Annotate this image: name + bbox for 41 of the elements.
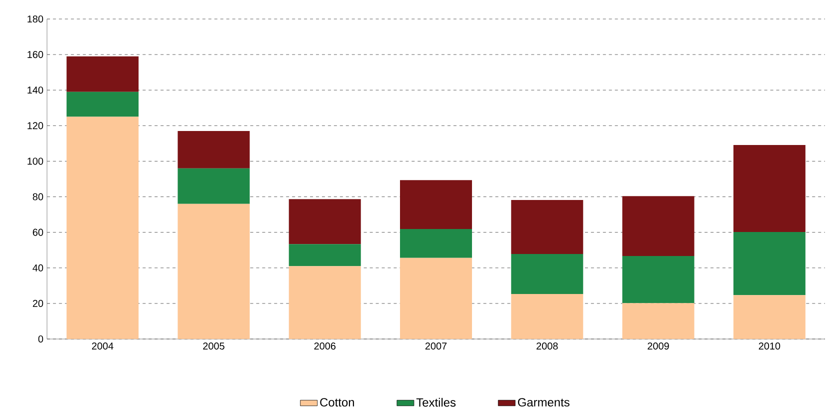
y-tick-label: 0 — [38, 335, 44, 343]
bar — [511, 254, 584, 294]
bar — [733, 232, 806, 296]
bar — [66, 56, 139, 92]
bar — [622, 196, 694, 256]
bar — [288, 244, 361, 266]
y-tick-label: 20 — [32, 300, 44, 307]
bar — [733, 145, 806, 232]
y-tick-label: 40 — [32, 264, 44, 272]
x-tick-label: 2007 — [425, 342, 447, 350]
y-tick-label: 120 — [28, 122, 44, 130]
bar — [288, 266, 361, 339]
x-tick-label: 2006 — [314, 342, 336, 350]
bar — [400, 180, 472, 229]
legend-label: Garments — [518, 398, 570, 407]
bar — [400, 228, 472, 258]
y-tick-label: 60 — [32, 228, 44, 236]
bar — [178, 204, 250, 339]
bar — [66, 92, 139, 117]
bar — [400, 258, 472, 339]
bar — [511, 200, 584, 254]
bar — [733, 295, 806, 339]
bar — [622, 303, 694, 339]
y-tick-label: 180 — [28, 15, 44, 23]
y-tick-label: 140 — [28, 86, 44, 94]
x-tick-label: 2010 — [758, 342, 780, 350]
y-tick-label: 80 — [32, 193, 44, 200]
y-tick-label: 100 — [28, 158, 44, 165]
bar — [511, 294, 584, 339]
bar — [66, 116, 139, 339]
bar — [178, 168, 250, 204]
bar — [178, 130, 250, 168]
x-tick-label: 2008 — [536, 342, 558, 350]
legend-label: Cotton — [320, 398, 354, 407]
bar — [288, 199, 361, 244]
legend-label: Textiles — [416, 398, 456, 407]
y-tick-label: 160 — [28, 51, 44, 58]
x-tick-label: 2004 — [92, 342, 114, 350]
x-tick-label: 2005 — [203, 342, 224, 350]
x-tick-label: 2009 — [648, 342, 669, 350]
bar — [622, 256, 694, 304]
